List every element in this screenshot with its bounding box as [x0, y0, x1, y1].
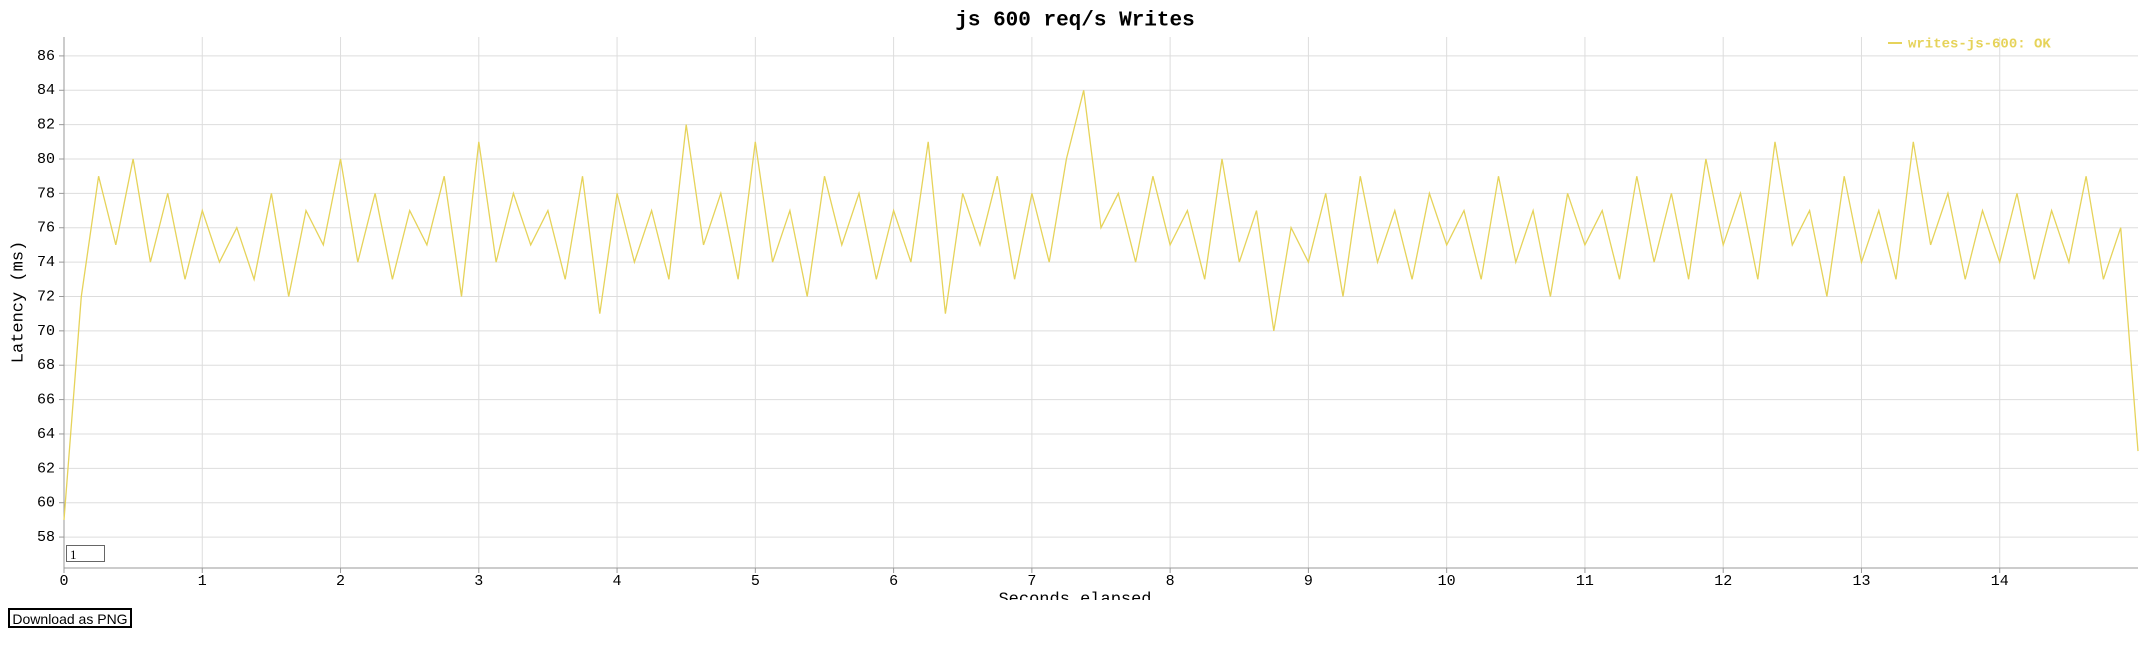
- chart: js 600 req/s Writes Seconds elapsed Late…: [9, 10, 2139, 600]
- x-tick-label: 6: [889, 573, 898, 590]
- y-tick-label: 64: [37, 426, 55, 443]
- y-tick-label: 78: [37, 185, 55, 202]
- roll-period-input[interactable]: 1: [66, 545, 105, 562]
- x-tick-label: 7: [1027, 573, 1036, 590]
- x-tick-label: 8: [1166, 573, 1175, 590]
- data-line: [63, 90, 2139, 520]
- y-tick-label: 80: [37, 151, 55, 168]
- chart-title: js 600 req/s Writes: [955, 10, 1194, 33]
- y-tick-label: 84: [37, 82, 55, 99]
- x-tick-label: 0: [59, 573, 68, 590]
- y-tick-label: 82: [37, 117, 55, 134]
- y-tick-label: 58: [37, 529, 55, 546]
- y-tick-label: 72: [37, 288, 55, 305]
- y-tick-label: 60: [37, 495, 55, 512]
- x-tick-label: 13: [1852, 573, 1870, 590]
- y-tick-label: 74: [37, 254, 55, 271]
- y-tick-label: 66: [37, 392, 55, 409]
- y-tick-label: 68: [37, 357, 55, 374]
- download-button[interactable]: Download as PNG: [8, 608, 132, 628]
- x-tick-label: 12: [1714, 573, 1732, 590]
- x-tick-label: 3: [474, 573, 483, 590]
- x-tick-label: 11: [1576, 573, 1594, 590]
- y-tick-label: 62: [37, 460, 55, 477]
- x-tick-label: 10: [1438, 573, 1456, 590]
- x-tick-label: 1: [198, 573, 207, 590]
- legend-label: writes-js-600: OK: [1908, 37, 2051, 53]
- x-tick-label: 9: [1304, 573, 1313, 590]
- x-tick-label: 14: [1991, 573, 2009, 590]
- x-axis-label: Seconds elapsed: [998, 590, 1151, 600]
- y-axis-label: Latency (ms): [9, 241, 28, 363]
- x-tick-label: 2: [336, 573, 345, 590]
- y-tick-label: 86: [37, 48, 55, 65]
- x-tick-label: 5: [751, 573, 760, 590]
- y-tick-label: 76: [37, 220, 55, 237]
- x-tick-label: 4: [613, 573, 622, 590]
- y-tick-label: 70: [37, 323, 55, 340]
